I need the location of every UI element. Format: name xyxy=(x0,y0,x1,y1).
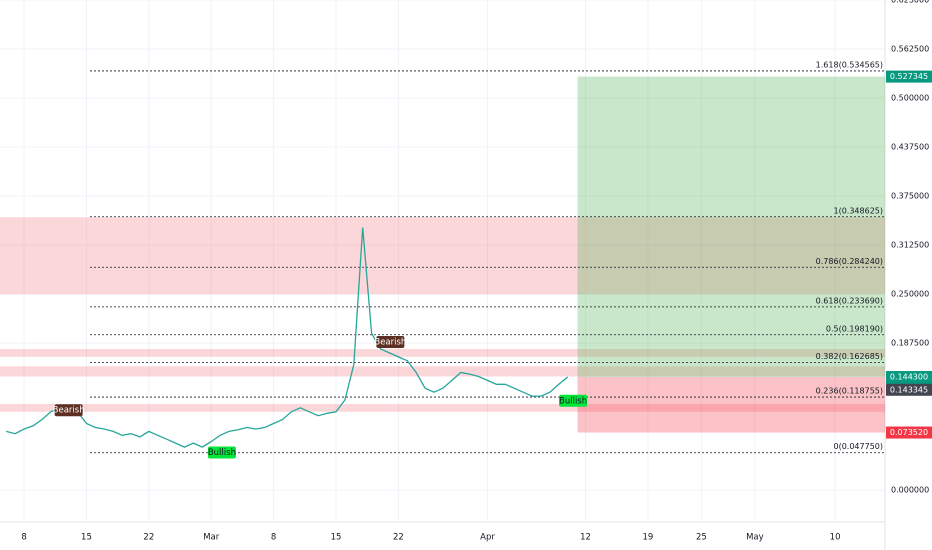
signal-box xyxy=(54,404,83,417)
x-tick-label: 22 xyxy=(393,533,404,543)
signal-label: Bearish xyxy=(374,337,406,347)
x-tick-label: 12 xyxy=(580,533,591,543)
price-tag-label: 0.144300 xyxy=(890,373,928,382)
supply-zone xyxy=(0,349,885,357)
signal-label: Bearish xyxy=(53,406,85,416)
fib-label: 1.618(0.534565) xyxy=(816,60,883,69)
price-tag-label: 0.143345 xyxy=(890,385,928,394)
x-tick-label: 19 xyxy=(643,533,654,543)
stop-area xyxy=(577,377,885,433)
y-tick-label: 0.000000 xyxy=(891,486,929,495)
fib-label: 0.382(0.162685) xyxy=(816,352,883,361)
x-tick-label: Mar xyxy=(203,533,220,543)
x-tick-label: Apr xyxy=(480,533,495,543)
x-tick-label: 25 xyxy=(696,533,707,543)
y-tick-label: 0.437500 xyxy=(891,143,929,152)
fib-label: 0.618(0.233690) xyxy=(816,296,883,305)
y-tick-label: 0.562500 xyxy=(891,45,929,54)
price-tag xyxy=(886,70,932,83)
x-tick-label: 10 xyxy=(830,533,841,543)
fib-label: 0.5(0.198190) xyxy=(826,324,883,333)
fib-label: 0.236(0.118755) xyxy=(816,387,883,396)
fib-label: 0.786(0.284240) xyxy=(816,257,883,266)
signal-box xyxy=(376,335,405,348)
x-tick-label: May xyxy=(746,533,764,543)
x-tick-label: 22 xyxy=(143,533,154,543)
y-tick-label: 0.375000 xyxy=(891,192,929,201)
y-tick-label: 0.312500 xyxy=(891,241,929,250)
fib-label: 1(0.348625) xyxy=(833,206,883,215)
signal-box xyxy=(559,394,588,407)
price-tag-label: 0.073520 xyxy=(890,428,928,437)
target-area xyxy=(577,76,885,378)
supply-zone xyxy=(0,403,885,412)
x-tick-label: 8 xyxy=(21,533,26,543)
x-tick-label: 15 xyxy=(81,533,92,543)
y-tick-label: 0.250000 xyxy=(891,290,929,299)
signal-label: Bullish xyxy=(208,448,236,458)
y-tick-label: 0.500000 xyxy=(891,94,929,103)
signal-box xyxy=(207,446,236,459)
price-line xyxy=(6,227,569,448)
x-tick-label: 15 xyxy=(331,533,342,543)
fib-label: 0(0.047750) xyxy=(833,442,883,451)
signal-label: Bullish xyxy=(559,396,587,406)
y-tick-label: 0.187500 xyxy=(891,339,929,348)
supply-zone xyxy=(0,217,885,295)
supply-zone xyxy=(0,366,885,377)
x-tick-label: 8 xyxy=(271,533,276,543)
y-tick-label: 0.625000 xyxy=(891,0,929,5)
price-tag-label: 0.527345 xyxy=(890,72,928,81)
price-tag xyxy=(886,383,932,396)
price-tag xyxy=(886,426,932,439)
